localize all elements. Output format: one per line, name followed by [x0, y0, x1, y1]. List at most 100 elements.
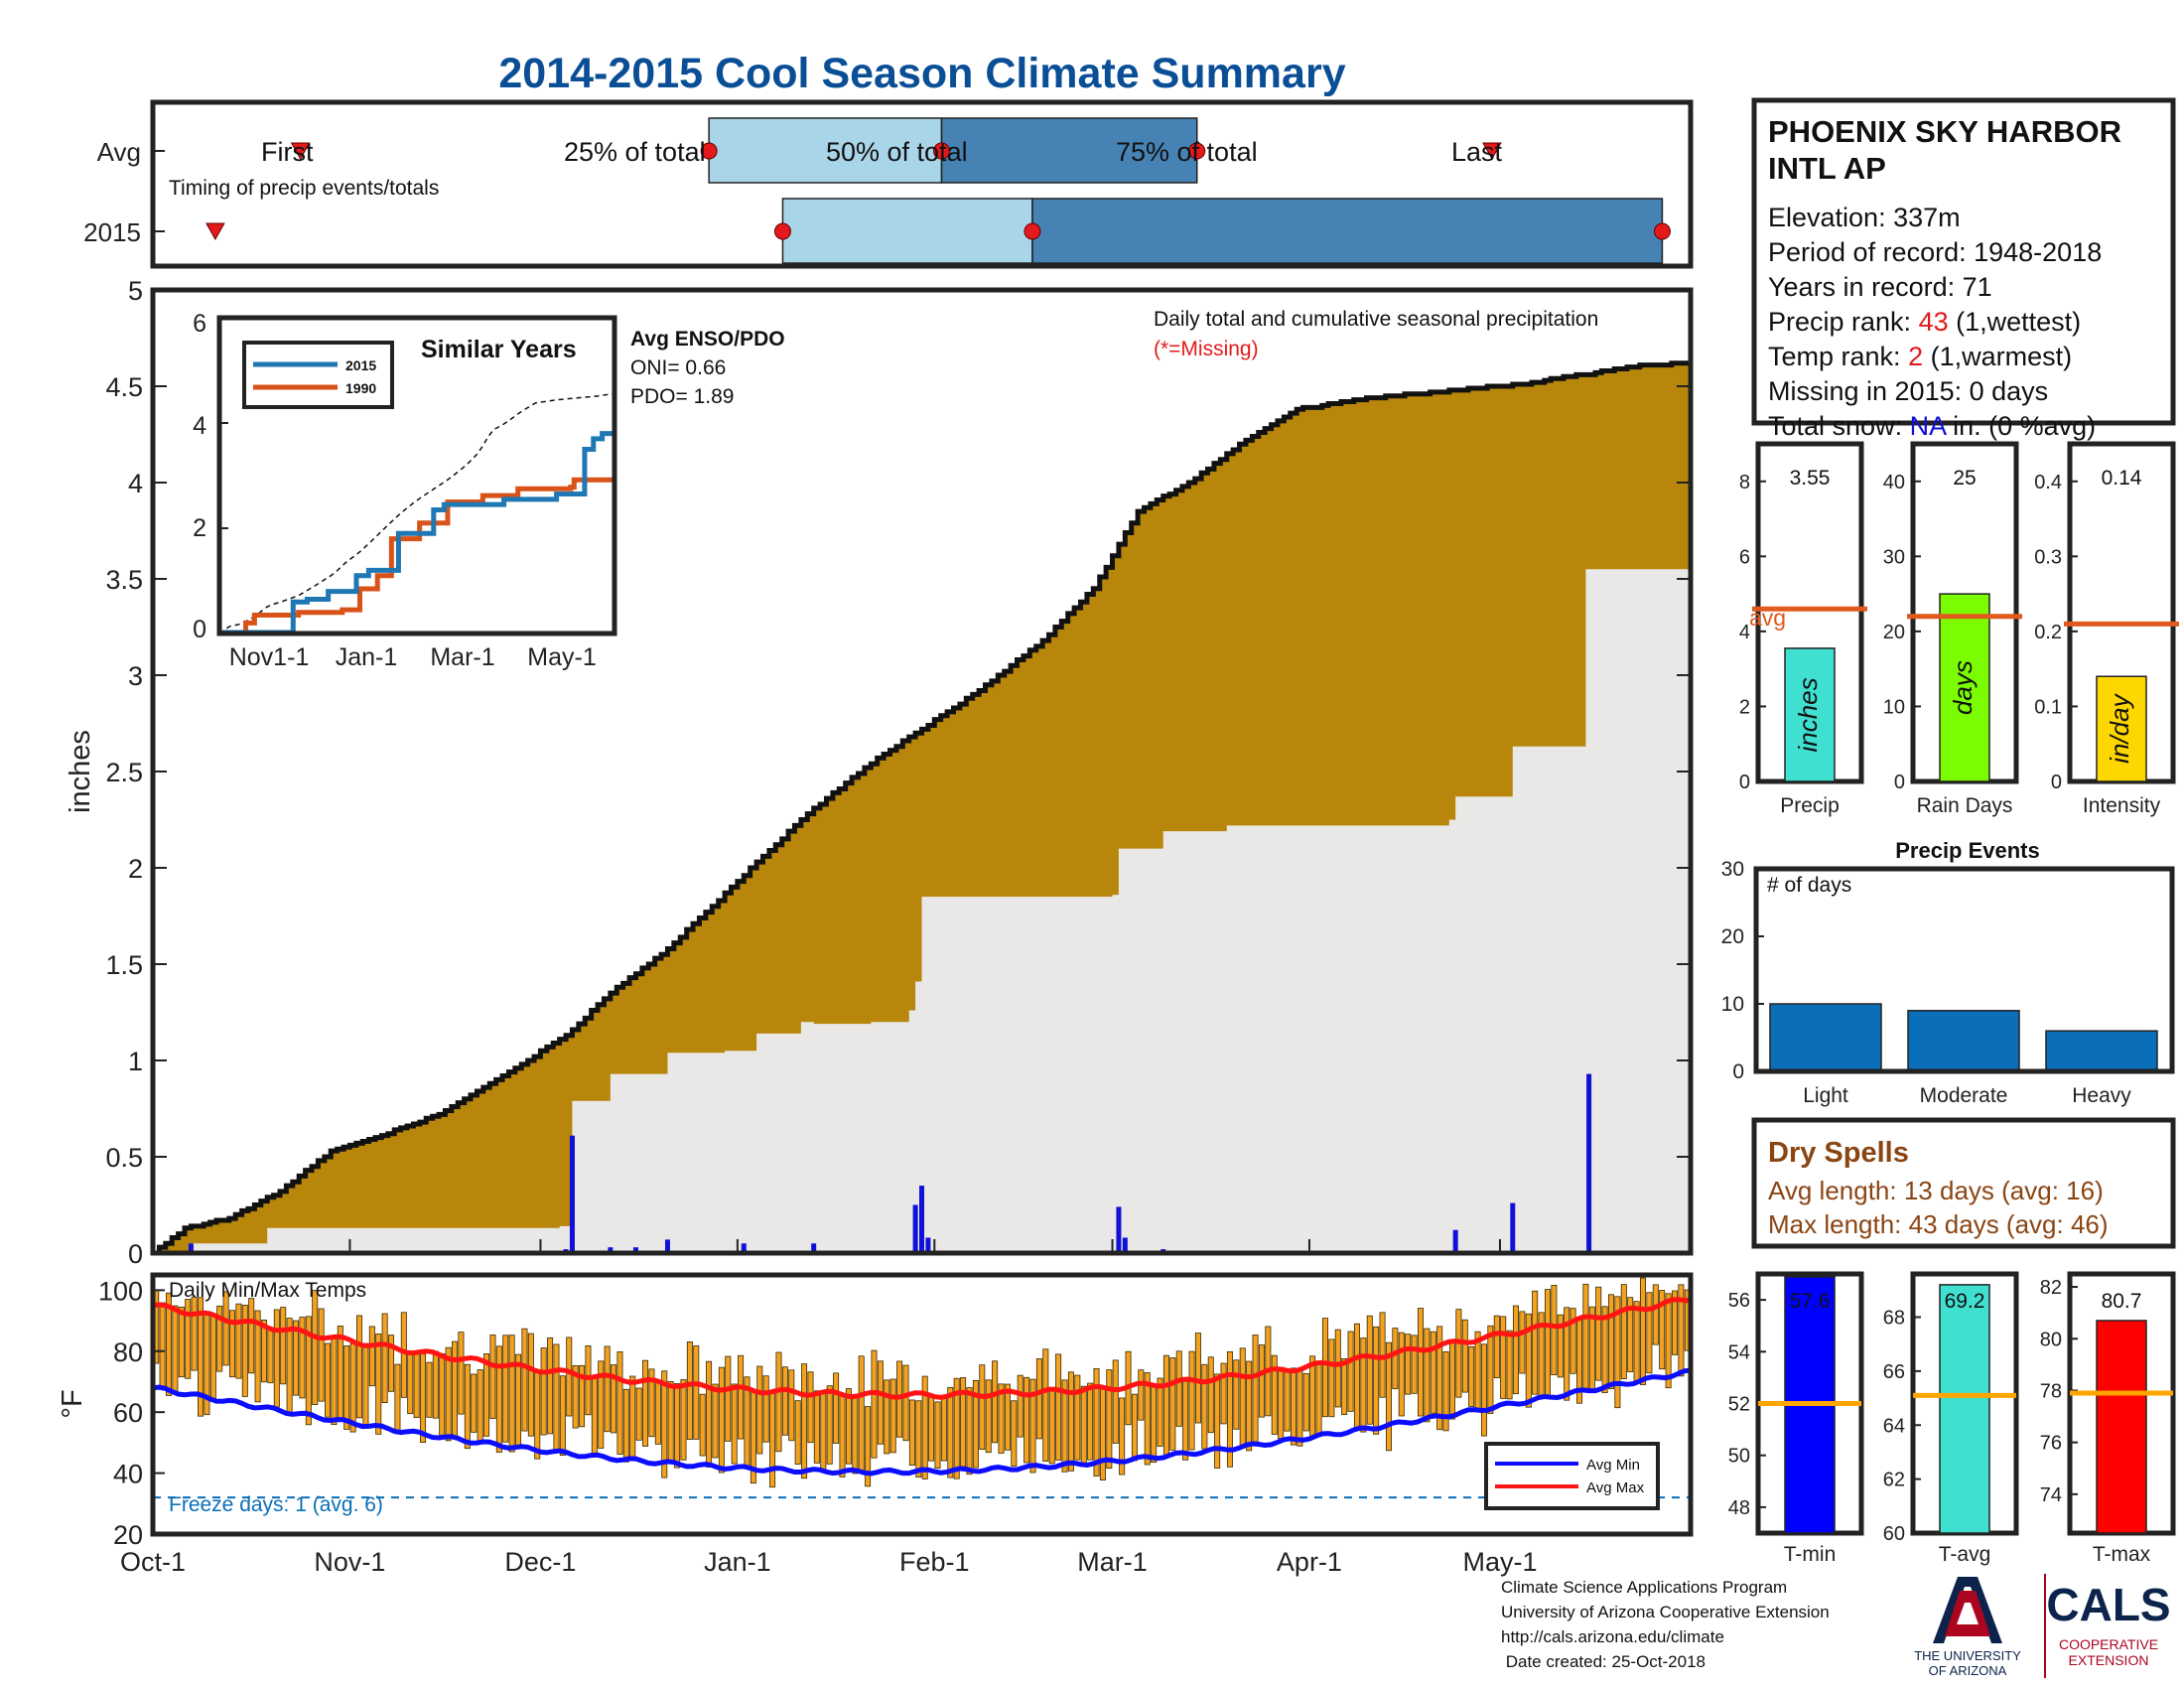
daily-temp-bar	[598, 1360, 605, 1449]
raindays-xlabel: Rain Days	[1917, 794, 2013, 817]
dry-spells-max: Max length: 43 days (avg: 46)	[1768, 1209, 2109, 1239]
event-bar-light	[1769, 1003, 1882, 1072]
daily-temp-bar	[185, 1299, 192, 1379]
daily-temp-bar	[731, 1383, 738, 1465]
daily-temp-bar	[1455, 1309, 1462, 1398]
daily-temp-bar	[884, 1379, 890, 1455]
daily-temp-bar	[166, 1292, 173, 1396]
inset-2015-line	[219, 431, 614, 635]
temp-series	[152, 1277, 1692, 1499]
daily-temp-bar	[381, 1313, 388, 1404]
avg-25-marker	[700, 142, 718, 160]
daily-temp-bar	[420, 1353, 427, 1443]
daily-temp-bar	[1258, 1344, 1265, 1418]
intensity-ytick-label: 0	[2051, 772, 2062, 793]
daily-temp-bar	[1659, 1290, 1666, 1370]
daily-temp-bar	[1468, 1345, 1475, 1407]
precip-unit-label: inches	[1793, 677, 1823, 752]
daily-temp-bar	[1144, 1372, 1151, 1466]
daily-temp-bar	[998, 1383, 1005, 1454]
main-series	[153, 363, 1691, 1256]
inset-xtick-may: May-1	[527, 643, 596, 671]
daily-temp-bar	[718, 1366, 725, 1474]
daily-temp-bar	[1564, 1307, 1570, 1401]
daily-temp-bar	[191, 1297, 198, 1371]
daily-temp-bar	[979, 1364, 986, 1451]
daily-temp-bar	[1448, 1342, 1455, 1420]
event-bar-heavy	[2045, 1030, 2158, 1072]
daily-temp-bar	[1385, 1341, 1392, 1452]
daily-temp-bar	[1551, 1285, 1558, 1376]
tmin-yticks: 48 50 52 54 56	[1728, 1290, 1766, 1519]
temp-ytick-label: 100	[98, 1276, 143, 1306]
station-missing: Missing in 2015: 0 days	[1768, 376, 2048, 406]
timing-label-25: 25% of total	[564, 137, 706, 167]
xtick-label: May-1	[1462, 1547, 1537, 1577]
tmax-xlabel: T-max	[2093, 1543, 2151, 1566]
intensity-bar	[2096, 675, 2147, 782]
daily-temp-bar	[235, 1303, 242, 1379]
daily-temp-bar	[331, 1336, 338, 1425]
raindays-unit-label: days	[1948, 660, 1978, 715]
raindays-ytick-label: 30	[1883, 546, 1905, 568]
inset-ytick-6: 6	[193, 310, 206, 338]
daily-temp-bar	[1341, 1357, 1348, 1415]
daily-temp-bar	[375, 1334, 382, 1435]
avg-75-marker	[1188, 142, 1206, 160]
daily-temp-bar	[788, 1369, 795, 1442]
tmax-ytick-label: 82	[2040, 1277, 2062, 1299]
main-ytick-label: 4	[128, 469, 143, 498]
daily-temp-bar	[400, 1312, 407, 1398]
daily-temp-bar	[1309, 1355, 1316, 1440]
timing-panel: Avg 2015 Timing of precip events/totals …	[83, 99, 1694, 269]
daily-temp-bar	[1487, 1325, 1494, 1414]
university-of-arizona-logo: THE UNIVERSITY OF ARIZONA CALS COOPERATI…	[1914, 1574, 2171, 1678]
daily-temp-bar	[699, 1393, 706, 1457]
daily-temp-bar	[921, 1375, 928, 1479]
daily-precip-bar	[664, 1239, 670, 1253]
daily-temp-bar	[1639, 1277, 1646, 1385]
main-ytick-label: 3.5	[105, 565, 143, 595]
station-years: Years in record: 71	[1768, 272, 1992, 302]
daily-temp-bar	[337, 1325, 343, 1420]
similar-years-inset: Similar Years 2015 1990 0 2 4 6 Nov1-1 J…	[193, 310, 617, 671]
ua-name-2: OF ARIZONA	[1929, 1663, 2007, 1678]
daily-temp-bar	[1373, 1326, 1380, 1435]
legend-avg-max: Avg Max	[1586, 1479, 1645, 1496]
daily-temp-bar	[1347, 1331, 1354, 1412]
intensity-ytick-label: 0.2	[2034, 622, 2062, 643]
daily-temp-bar	[452, 1340, 459, 1438]
tmin-summary: 57.6 T-min 48 50 52 54 56	[1728, 1271, 1864, 1566]
daily-temp-bar	[1093, 1367, 1100, 1477]
daily-temp-bar	[706, 1360, 713, 1468]
footer-line-2: University of Arizona Cooperative Extens…	[1501, 1603, 1830, 1621]
inset-xtick-jan: Jan-1	[336, 643, 398, 671]
daily-temp-bar	[426, 1361, 433, 1418]
intensity-value: 0.14	[2102, 467, 2142, 490]
tmax-value: 80.7	[2102, 1290, 2142, 1313]
daily-precip-bar	[912, 1204, 918, 1253]
daily-temp-bar	[471, 1373, 478, 1433]
daily-temp-bar	[1500, 1316, 1507, 1399]
daily-temp-bar	[1607, 1294, 1614, 1390]
daily-temp-bar	[1278, 1366, 1285, 1440]
daily-temp-bar	[572, 1364, 579, 1429]
temperature-panel: 20 40 60 80 100 Daily Min/Max Temps °F Freez…	[57, 1272, 1694, 1550]
inset-ytick-0: 0	[193, 616, 206, 643]
precip-xlabel: Precip	[1780, 794, 1840, 817]
daily-precip-bar	[925, 1237, 931, 1253]
daily-temp-bar	[1074, 1374, 1081, 1461]
daily-temp-bar	[1532, 1290, 1539, 1395]
y2015-25-marker	[773, 222, 791, 240]
xtick-label: Feb-1	[899, 1547, 970, 1577]
daily-temp-bar	[1157, 1377, 1163, 1447]
ua-name-1: THE UNIVERSITY	[1914, 1648, 2021, 1663]
daily-temp-bar	[1246, 1360, 1253, 1452]
daily-temp-bar	[585, 1345, 592, 1416]
daily-temp-bar	[858, 1355, 865, 1473]
timing-ylabel-2015: 2015	[83, 217, 141, 247]
avg-min-line	[152, 1367, 1692, 1477]
daily-temp-bar	[343, 1345, 350, 1430]
main-ytick-label: 2	[128, 854, 143, 884]
